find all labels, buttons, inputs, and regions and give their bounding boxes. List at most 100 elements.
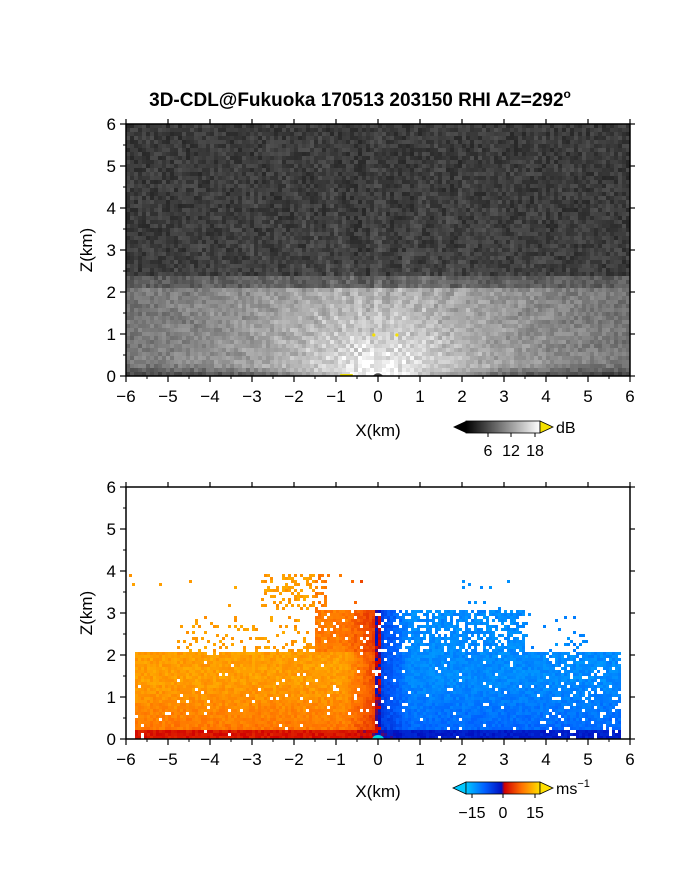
reflectivity-cell: [338, 180, 342, 184]
reflectivity-cell: [358, 164, 362, 168]
reflectivity-cell: [210, 260, 214, 264]
reflectivity-cell: [282, 204, 286, 208]
reflectivity-cell: [434, 232, 438, 236]
reflectivity-cell: [558, 252, 562, 256]
reflectivity-cell: [358, 128, 362, 132]
reflectivity-cell: [254, 212, 258, 216]
reflectivity-cell: [374, 184, 378, 188]
reflectivity-cell: [346, 264, 350, 268]
reflectivity-cell: [474, 276, 478, 280]
reflectivity-cell: [354, 128, 358, 132]
reflectivity-cell: [426, 136, 430, 140]
reflectivity-cell: [162, 204, 166, 208]
reflectivity-cell: [510, 172, 514, 176]
reflectivity-cell: [626, 256, 630, 260]
reflectivity-cell: [182, 216, 186, 220]
reflectivity-cell: [306, 240, 310, 244]
reflectivity-cell: [150, 248, 154, 252]
reflectivity-cell: [310, 220, 314, 224]
reflectivity-cell: [270, 228, 274, 232]
reflectivity-cell: [426, 272, 430, 276]
reflectivity-cell: [138, 196, 142, 200]
reflectivity-cell: [614, 260, 618, 264]
reflectivity-cell: [510, 236, 514, 240]
reflectivity-cell: [250, 168, 254, 172]
reflectivity-cell: [474, 124, 478, 128]
reflectivity-cell: [430, 204, 434, 208]
reflectivity-cell: [310, 256, 314, 260]
reflectivity-cell: [334, 172, 338, 176]
reflectivity-cell: [330, 272, 334, 276]
reflectivity-cell: [382, 232, 386, 236]
reflectivity-cell: [158, 268, 162, 272]
reflectivity-cell: [294, 196, 298, 200]
reflectivity-cell: [190, 168, 194, 172]
reflectivity-cell: [294, 268, 298, 272]
reflectivity-cell: [498, 136, 502, 140]
reflectivity-cell: [186, 280, 190, 284]
reflectivity-cell: [298, 160, 302, 164]
reflectivity-cell: [438, 160, 442, 164]
reflectivity-cell: [538, 224, 542, 228]
reflectivity-cell: [166, 140, 170, 144]
reflectivity-cell: [214, 180, 218, 184]
reflectivity-cell: [286, 276, 290, 280]
reflectivity-cell: [446, 248, 450, 252]
reflectivity-cell: [570, 156, 574, 160]
reflectivity-cell: [306, 188, 310, 192]
reflectivity-cell: [230, 200, 234, 204]
reflectivity-cell: [326, 136, 330, 140]
reflectivity-cell: [154, 192, 158, 196]
reflectivity-cell: [538, 184, 542, 188]
reflectivity-cell: [594, 180, 598, 184]
reflectivity-cell: [254, 148, 258, 152]
reflectivity-cell: [338, 196, 342, 200]
reflectivity-cell: [622, 252, 626, 256]
reflectivity-cell: [174, 212, 178, 216]
reflectivity-cell: [338, 132, 342, 136]
reflectivity-cell: [202, 140, 206, 144]
reflectivity-cell: [478, 200, 482, 204]
reflectivity-cell: [314, 164, 318, 168]
reflectivity-cell: [458, 196, 462, 200]
reflectivity-cell: [490, 240, 494, 244]
reflectivity-cell: [482, 252, 486, 256]
reflectivity-cell: [310, 132, 314, 136]
reflectivity-cell: [554, 156, 558, 160]
reflectivity-cell: [590, 196, 594, 200]
reflectivity-cell: [390, 148, 394, 152]
reflectivity-cell: [222, 156, 226, 160]
reflectivity-cell: [546, 144, 550, 148]
reflectivity-cell: [230, 280, 234, 284]
reflectivity-cell: [462, 208, 466, 212]
reflectivity-cell: [582, 184, 586, 188]
reflectivity-cell: [586, 240, 590, 244]
reflectivity-cell: [466, 212, 470, 216]
reflectivity-cell: [602, 136, 606, 140]
reflectivity-cell: [278, 256, 282, 260]
reflectivity-cell: [238, 276, 242, 280]
reflectivity-cell: [266, 172, 270, 176]
reflectivity-cell: [438, 204, 442, 208]
reflectivity-cell: [242, 156, 246, 160]
reflectivity-cell: [314, 204, 318, 208]
reflectivity-cell: [494, 232, 498, 236]
reflectivity-cell: [202, 176, 206, 180]
reflectivity-cell: [342, 200, 346, 204]
reflectivity-cell: [246, 128, 250, 132]
reflectivity-cell: [202, 276, 206, 280]
reflectivity-cell: [334, 160, 338, 164]
reflectivity-cell: [362, 140, 366, 144]
reflectivity-cell: [326, 148, 330, 152]
reflectivity-cell: [318, 240, 322, 244]
reflectivity-cell: [150, 208, 154, 212]
reflectivity-cell: [178, 228, 182, 232]
reflectivity-cell: [258, 244, 262, 248]
reflectivity-cell: [262, 264, 266, 268]
reflectivity-cell: [278, 144, 282, 148]
reflectivity-cell: [230, 212, 234, 216]
reflectivity-cell: [566, 172, 570, 176]
reflectivity-cell: [158, 272, 162, 276]
reflectivity-cell: [534, 212, 538, 216]
reflectivity-cell: [262, 260, 266, 264]
